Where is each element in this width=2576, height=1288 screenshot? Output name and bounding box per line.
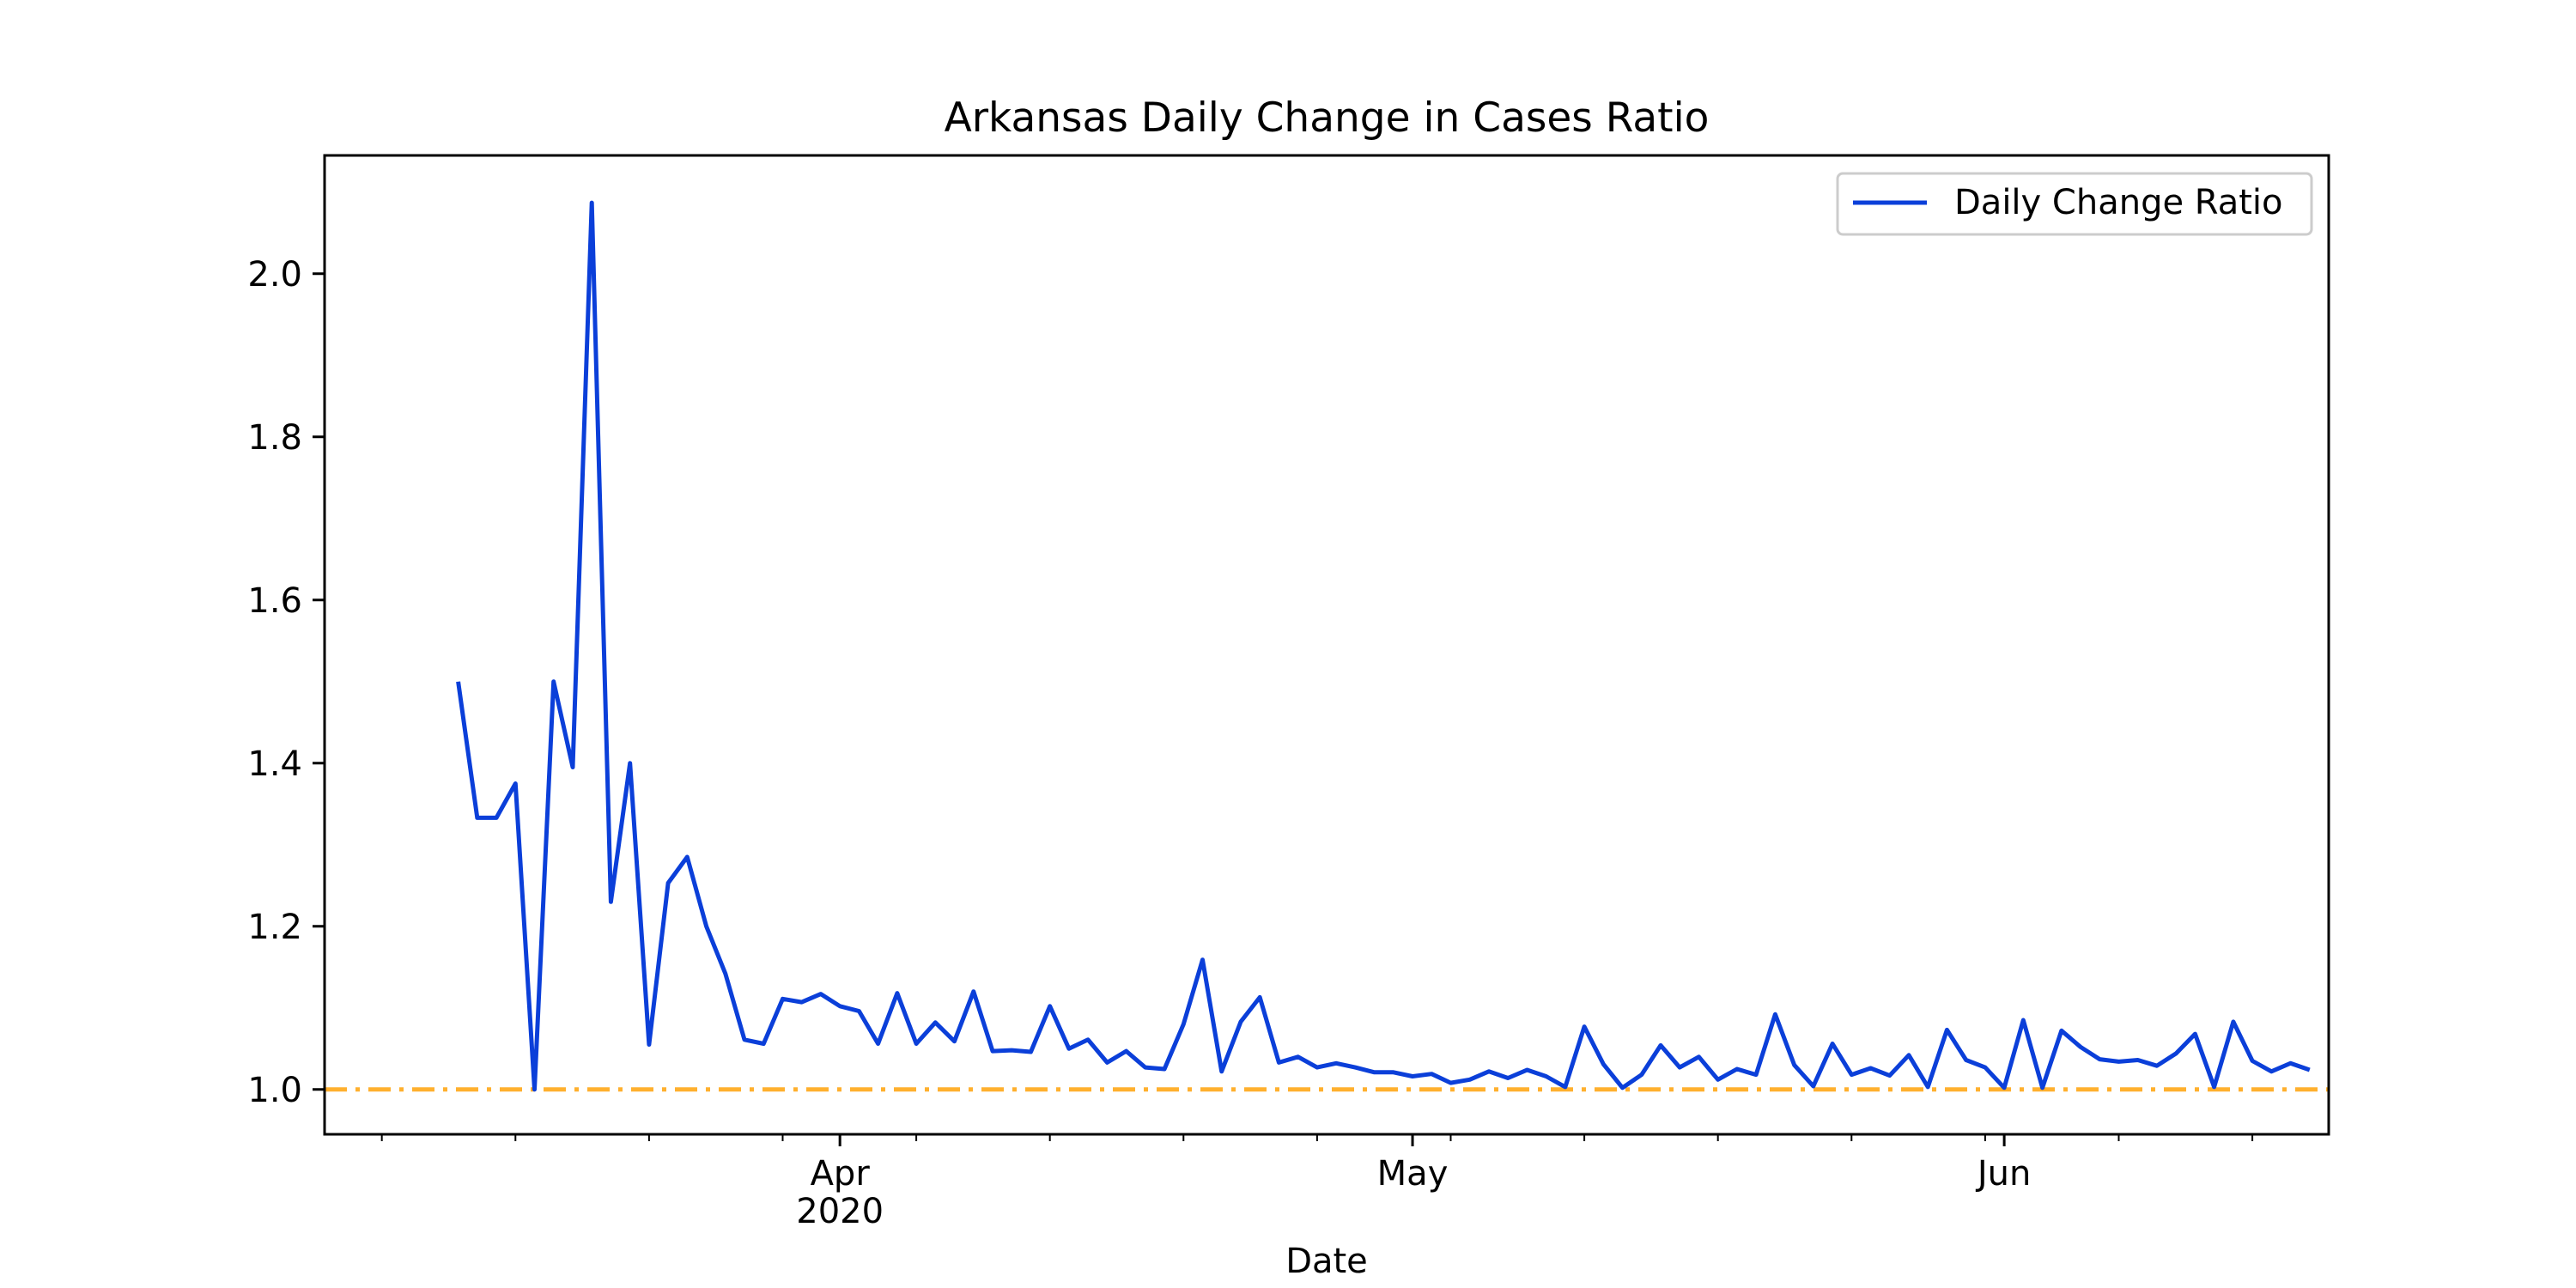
chart-title: Arkansas Daily Change in Cases Ratio [945,94,1710,142]
y-tick-label: 1.4 [247,744,302,784]
x-axis-label: Date [1285,1242,1368,1281]
y-tick-label: 1.6 [247,581,302,621]
legend: Daily Change Ratio [1836,172,2313,236]
legend-label: Daily Change Ratio [1954,183,2282,222]
plot-area [325,200,2329,1092]
plot-frame [323,154,2330,1136]
series-line [456,200,2311,1092]
y-tick-label: 1.0 [247,1071,302,1110]
y-tick-label: 1.8 [247,418,302,458]
y-tick-label: 1.2 [247,908,302,947]
y-tick-label: 2.0 [247,255,302,295]
x-tick-sublabel: 2020 [796,1192,884,1231]
x-tick-label: Jun [1975,1154,2032,1194]
legend-box [1836,172,2313,236]
x-tick-label: Apr [811,1154,871,1194]
x-tick-label: May [1377,1154,1449,1194]
y-axis: 1.0 1.2 1.4 1.6 1.8 2.0 [247,255,325,1110]
